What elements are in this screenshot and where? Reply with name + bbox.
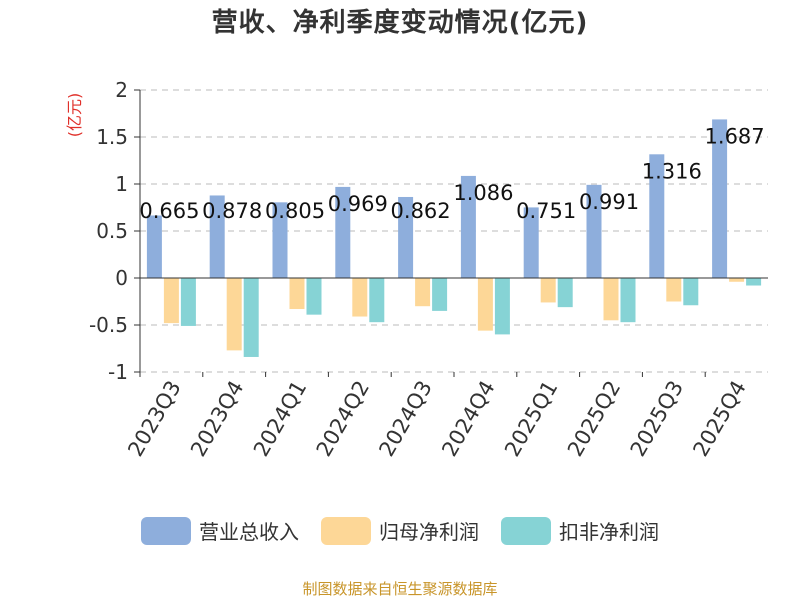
bar-deducted-profit-2024Q3[interactable] — [432, 278, 448, 311]
legend-label-deducted-profit: 扣非净利润 — [559, 520, 659, 544]
bar-deducted-profit-2025Q4[interactable] — [746, 278, 762, 286]
bar-net-profit-2024Q1[interactable] — [289, 278, 305, 310]
x-tick-label: 2025Q2 — [563, 377, 625, 461]
bar-revenue-2025Q1[interactable] — [523, 207, 539, 278]
bar-deducted-profit-2024Q1[interactable] — [306, 278, 322, 315]
y-tick-label: 2 — [115, 78, 128, 102]
x-tick-label: 2024Q3 — [374, 376, 436, 460]
bar-deducted-profit-2023Q4[interactable] — [243, 278, 259, 357]
data-label-revenue-2025Q2: 0.991 — [579, 190, 639, 214]
bar-deducted-profit-2024Q2[interactable] — [369, 278, 385, 323]
data-label-revenue-2024Q1: 0.805 — [265, 199, 325, 223]
x-tick-label: 2024Q4 — [437, 377, 499, 461]
bar-net-profit-2023Q3[interactable] — [163, 278, 179, 324]
bar-revenue-2023Q3[interactable] — [146, 215, 162, 278]
bar-revenue-2024Q3[interactable] — [398, 196, 414, 278]
bar-revenue-2024Q2[interactable] — [335, 186, 351, 278]
bar-deducted-profit-2024Q4[interactable] — [494, 278, 510, 335]
bar-net-profit-2024Q3[interactable] — [415, 278, 431, 307]
bar-revenue-2025Q3[interactable] — [649, 154, 665, 278]
y-tick-label: 0 — [115, 266, 128, 290]
legend-swatch-deducted-profit — [501, 516, 551, 545]
bar-deducted-profit-2025Q3[interactable] — [683, 278, 699, 306]
legend-item-net-profit[interactable]: 归母净利润 — [321, 516, 479, 545]
bars — [146, 119, 762, 357]
bar-revenue-2025Q4[interactable] — [712, 119, 728, 278]
bar-net-profit-2024Q4[interactable] — [477, 278, 493, 331]
x-tick-label: 2025Q3 — [626, 377, 688, 461]
bar-net-profit-2023Q4[interactable] — [226, 278, 242, 351]
x-tick-label: 2024Q2 — [312, 377, 374, 461]
bar-revenue-2023Q4[interactable] — [209, 195, 225, 278]
y-tick-label: 0.5 — [96, 219, 128, 243]
legend-swatch-net-profit — [321, 516, 371, 545]
x-tick-label: 2023Q4 — [186, 377, 248, 461]
legend-item-deducted-profit[interactable]: 扣非净利润 — [501, 516, 659, 545]
y-tick-label: -0.5 — [89, 313, 128, 337]
bar-revenue-2024Q1[interactable] — [272, 202, 288, 278]
legend: 营业总收入 归母净利润 扣非净利润 — [0, 516, 800, 545]
data-label-revenue-2025Q4: 1.687 — [705, 124, 765, 148]
bar-net-profit-2025Q2[interactable] — [603, 278, 619, 321]
data-label-revenue-2023Q4: 0.878 — [202, 199, 262, 223]
data-label-revenue-2024Q2: 0.969 — [328, 192, 388, 216]
legend-label-net-profit: 归母净利润 — [379, 520, 479, 544]
x-tick-label: 2024Q1 — [249, 377, 311, 461]
legend-item-revenue[interactable]: 营业总收入 — [141, 516, 299, 545]
y-tick-label: -1 — [108, 360, 128, 384]
x-tick-label: 2025Q1 — [500, 377, 562, 461]
x-tick-label: 2025Q4 — [688, 377, 750, 461]
data-label-revenue-2024Q3: 0.862 — [391, 199, 451, 223]
legend-label-revenue: 营业总收入 — [199, 520, 299, 544]
data-label-revenue-2025Q3: 1.316 — [642, 159, 702, 183]
bar-deducted-profit-2025Q2[interactable] — [620, 278, 636, 323]
data-label-revenue-2024Q4: 1.086 — [453, 181, 513, 205]
bar-net-profit-2025Q1[interactable] — [540, 278, 556, 303]
data-label-revenue-2023Q3: 0.665 — [139, 199, 199, 223]
bar-net-profit-2025Q3[interactable] — [666, 278, 682, 302]
source-note: 制图数据来自恒生聚源数据库 — [302, 580, 498, 598]
bar-deducted-profit-2025Q1[interactable] — [557, 278, 573, 308]
bar-net-profit-2025Q4[interactable] — [729, 278, 745, 282]
bar-revenue-2025Q2[interactable] — [586, 184, 602, 278]
bar-net-profit-2024Q2[interactable] — [352, 278, 368, 317]
data-label-revenue-2025Q1: 0.751 — [516, 199, 576, 223]
y-tick-label: 1.5 — [96, 125, 128, 149]
legend-swatch-revenue — [141, 516, 191, 545]
y-tick-label: 1 — [115, 172, 128, 196]
y-axis-label: (亿元) — [65, 93, 84, 138]
x-tick-label: 2023Q3 — [123, 377, 185, 461]
bar-revenue-2024Q4[interactable] — [460, 175, 476, 278]
chart-title: 营收、净利季度变动情况(亿元) — [211, 8, 589, 38]
bar-deducted-profit-2023Q3[interactable] — [180, 278, 196, 326]
